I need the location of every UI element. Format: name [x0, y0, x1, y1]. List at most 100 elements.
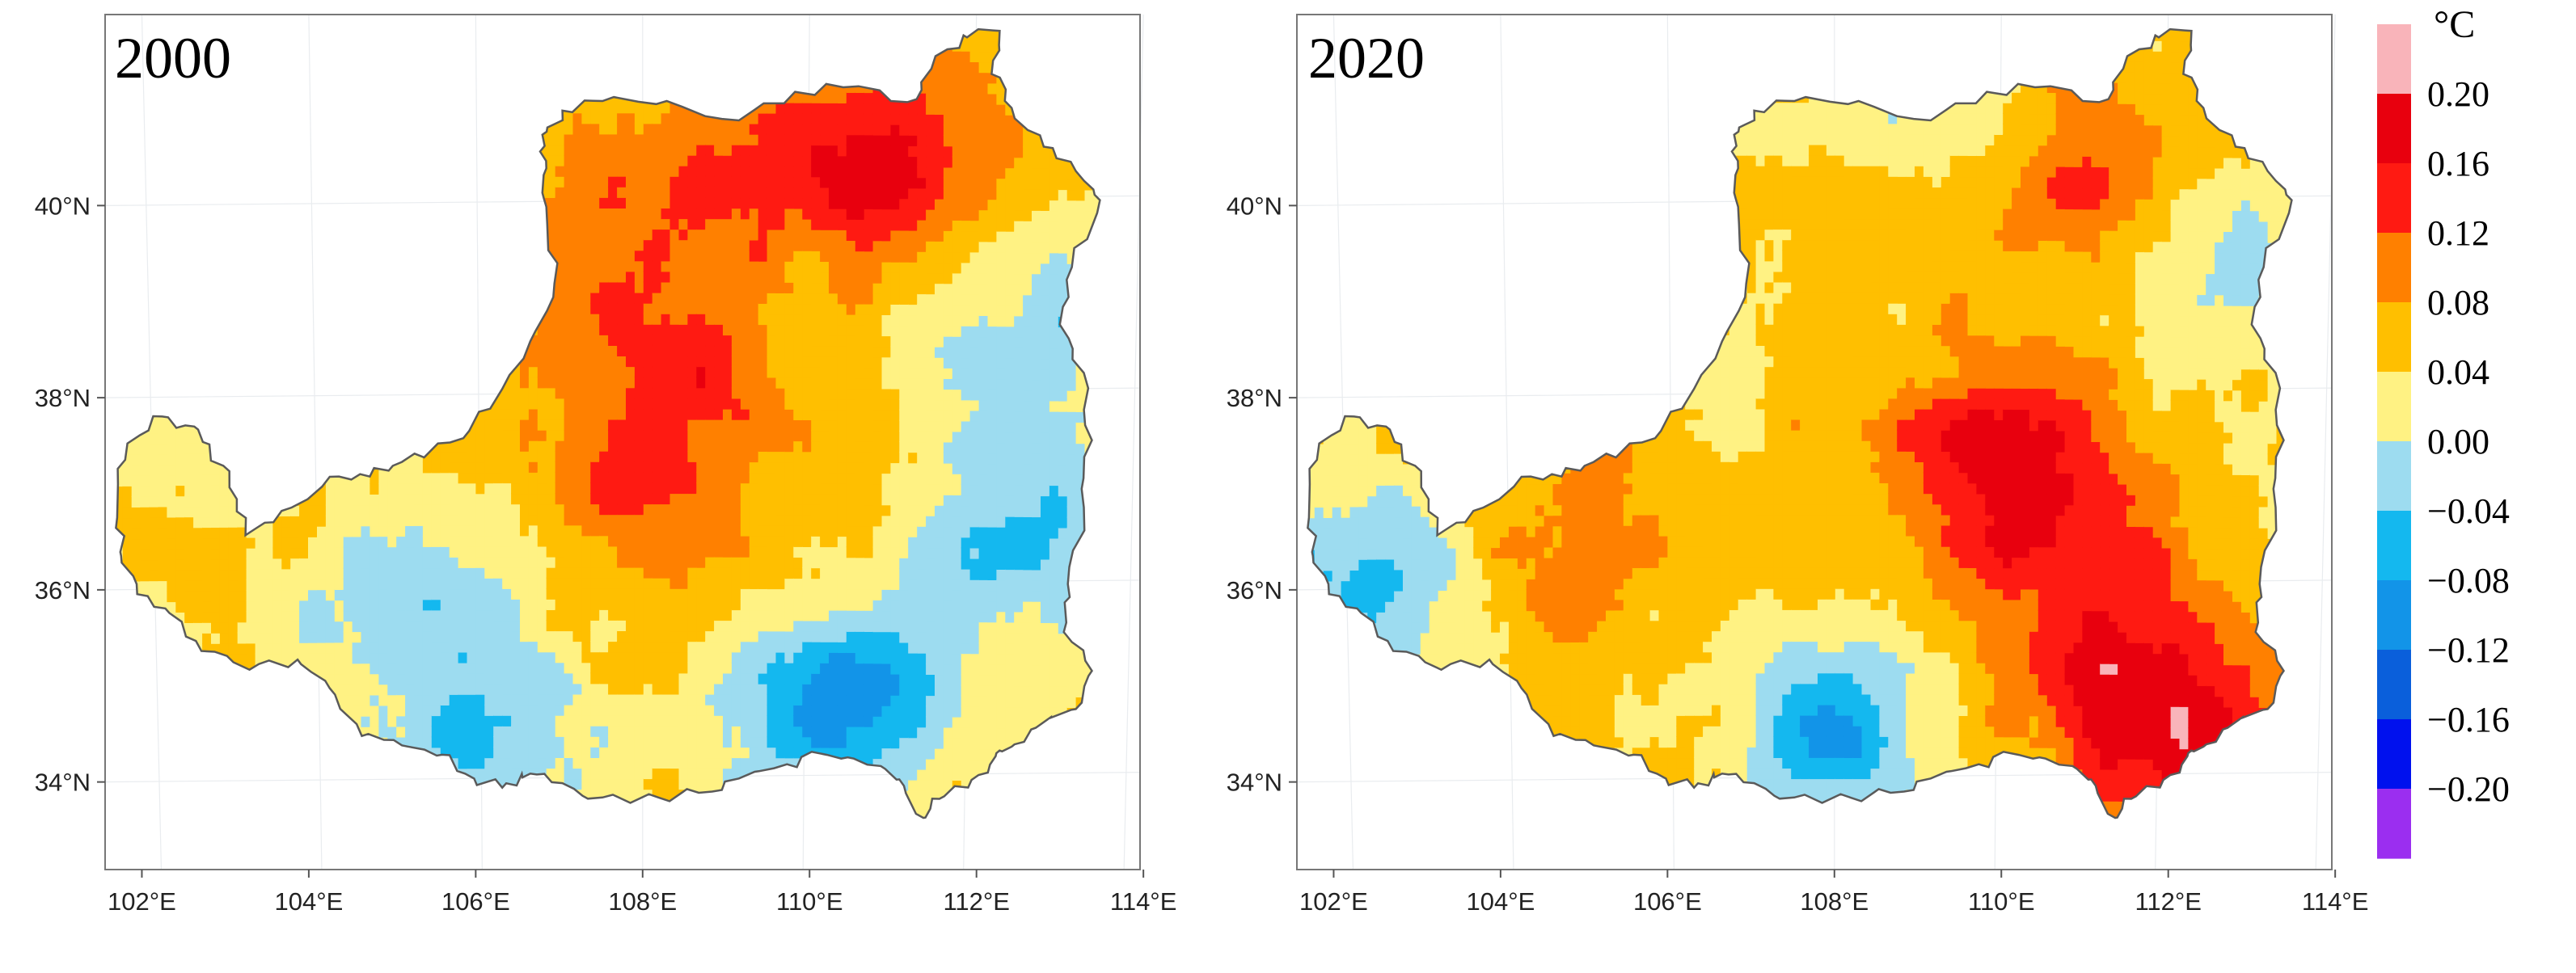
field-cell	[405, 630, 415, 642]
field-cell	[493, 112, 504, 124]
field-cell	[211, 569, 221, 581]
field-cell	[193, 527, 203, 539]
field-cell	[590, 334, 601, 346]
field-cell	[396, 166, 407, 178]
field-cell	[370, 71, 380, 82]
field-cell	[511, 377, 521, 389]
field-cell	[343, 800, 353, 812]
field-cell	[555, 334, 565, 346]
field-cell	[361, 578, 371, 590]
field-cell	[317, 283, 327, 294]
field-cell	[414, 60, 424, 72]
field-cell	[116, 644, 124, 656]
field-cell	[116, 802, 124, 815]
field-cell	[193, 294, 203, 306]
field-cell	[555, 545, 565, 558]
field-cell	[264, 474, 274, 485]
field-cell	[652, 429, 662, 441]
field-cell	[555, 133, 565, 145]
field-cell	[202, 263, 212, 275]
field-cell	[537, 641, 547, 653]
field-cell	[343, 705, 353, 717]
field-cell	[484, 314, 495, 325]
field-cell	[202, 178, 212, 190]
field-cell	[167, 643, 177, 655]
field-cell	[661, 471, 671, 483]
field-cell	[449, 250, 459, 262]
field-cell	[467, 641, 477, 653]
field-cell	[299, 399, 309, 411]
field-cell	[467, 810, 477, 819]
field-cell	[158, 823, 168, 835]
field-cell	[599, 820, 609, 832]
field-cell	[450, 18, 459, 29]
field-cell	[167, 823, 176, 835]
field-cell	[502, 345, 513, 357]
field-cell	[193, 263, 203, 275]
field-cell	[219, 188, 230, 200]
field-cell	[617, 662, 627, 674]
field-cell	[290, 621, 301, 633]
field-cell	[343, 187, 353, 200]
field-cell	[599, 356, 610, 368]
field-cell	[546, 429, 556, 441]
field-cell	[255, 526, 265, 538]
field-cell	[572, 398, 583, 410]
field-cell	[219, 516, 230, 528]
field-cell	[467, 387, 477, 399]
field-cell	[122, 623, 133, 634]
field-cell	[502, 651, 513, 663]
field-cell	[184, 411, 195, 423]
field-cell	[158, 221, 168, 233]
field-cell	[617, 577, 627, 589]
field-cell	[131, 232, 141, 243]
field-cell	[193, 146, 203, 158]
field-cell	[599, 271, 610, 283]
field-cell	[414, 525, 424, 537]
field-cell	[219, 717, 230, 729]
field-cell	[493, 429, 504, 441]
field-cell	[140, 348, 150, 360]
field-cell	[370, 588, 380, 600]
field-cell	[272, 72, 283, 83]
field-cell	[458, 683, 468, 695]
field-cell	[449, 557, 459, 568]
field-cell	[211, 791, 221, 802]
field-cell	[502, 609, 513, 621]
field-cell	[431, 789, 441, 801]
field-cell	[122, 580, 133, 592]
field-cell	[396, 240, 407, 251]
field-cell	[219, 230, 230, 242]
field-cell	[528, 48, 538, 61]
field-cell	[511, 250, 521, 262]
field-cell	[617, 144, 627, 156]
field-cell	[572, 662, 583, 674]
field-cell	[520, 440, 530, 452]
field-cell	[661, 756, 671, 769]
field-cell	[643, 714, 653, 727]
field-cell	[458, 387, 468, 399]
field-cell	[105, 233, 115, 244]
field-cell	[449, 166, 459, 178]
field-cell	[308, 356, 318, 369]
field-cell	[528, 133, 538, 145]
field-cell	[475, 736, 486, 748]
field-cell	[449, 651, 459, 663]
field-cell	[449, 176, 459, 188]
field-cell	[458, 208, 468, 220]
field-cell	[299, 684, 309, 697]
field-cell	[105, 729, 115, 740]
field-cell	[140, 495, 150, 508]
map-panel-2000: 2000 102°E 104°E 106°E 108°E 110°E 112°E 114°E…	[35, 14, 1176, 916]
field-cell	[334, 557, 344, 569]
field-cell	[167, 179, 177, 191]
field-cell	[299, 452, 309, 464]
field-cell	[378, 578, 389, 590]
field-cell	[105, 708, 115, 719]
field-cell	[590, 683, 601, 695]
field-cell	[246, 463, 256, 475]
field-cell	[105, 697, 115, 709]
field-cell	[431, 557, 441, 569]
field-cell	[237, 29, 247, 32]
field-cell	[167, 464, 177, 476]
